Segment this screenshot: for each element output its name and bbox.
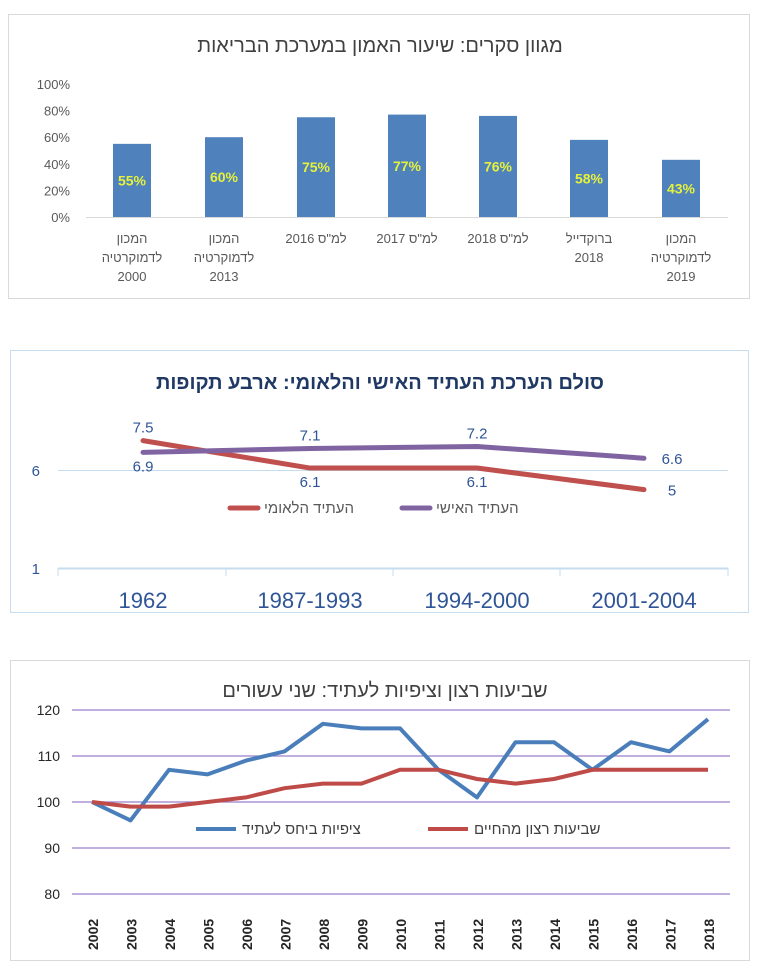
x-tick-label: 2015 xyxy=(586,919,602,950)
bar xyxy=(297,117,335,217)
x-tick-label: 2003 xyxy=(124,919,140,950)
y-tick-label: 110 xyxy=(38,748,61,764)
data-label: 76% xyxy=(484,158,513,174)
series-line xyxy=(91,767,708,809)
bar xyxy=(479,115,517,217)
data-label: 6.6 xyxy=(662,451,683,468)
data-label: 7.5 xyxy=(133,420,154,437)
series-line xyxy=(140,443,647,461)
x-tick-label: 2017 xyxy=(663,919,679,950)
legend-label: שביעות רצון מהחיים xyxy=(474,821,601,838)
y-tick-label: 100% xyxy=(37,77,71,92)
y-tick-label: 1 xyxy=(32,561,40,578)
x-tick-label: למ"ס 2017 xyxy=(376,231,437,246)
x-tick-label: לדמוקרטיה xyxy=(102,250,163,265)
bar xyxy=(662,159,700,217)
data-label: 75% xyxy=(302,159,331,175)
data-label: 58% xyxy=(575,170,604,186)
x-tick-label: לדמוקרטיה xyxy=(651,250,712,265)
legend-label: העתיד הלאומי xyxy=(264,500,354,517)
data-label: 6.9 xyxy=(133,458,154,475)
x-tick-label: 2014 xyxy=(547,919,563,950)
x-tick-label: 1987-1993 xyxy=(257,588,362,613)
data-label: 55% xyxy=(118,172,147,188)
x-tick-label: 2006 xyxy=(239,919,255,950)
y-tick-label: 80% xyxy=(44,104,70,119)
x-tick-label: 2009 xyxy=(355,919,371,950)
x-tick-label: המכון xyxy=(209,231,240,246)
x-tick-label: 2018 xyxy=(575,250,604,265)
x-tick-label: 2019 xyxy=(667,269,696,284)
bar xyxy=(113,143,151,217)
x-tick-label: 2012 xyxy=(470,919,486,950)
chart-frame xyxy=(10,660,750,961)
series-line xyxy=(91,717,710,823)
data-label: 7.2 xyxy=(467,425,488,442)
y-tick-label: 0% xyxy=(51,210,70,225)
data-label: 77% xyxy=(393,158,422,174)
y-tick-label: 120 xyxy=(37,702,61,718)
y-tick-label: 40% xyxy=(44,157,70,172)
x-tick-label: ברוקדייל xyxy=(566,231,613,246)
x-tick-label: 2011 xyxy=(432,919,448,950)
legend-label: העתיד האישי xyxy=(436,500,519,517)
chart-title: סולם הערכת העתיד האישי והלאומי: ארבע תקו… xyxy=(156,372,604,394)
y-tick-label: 90 xyxy=(44,840,60,856)
y-tick-label: 60% xyxy=(44,130,70,145)
x-tick-label: 2001-2004 xyxy=(591,588,696,613)
data-label: 7.1 xyxy=(300,427,321,444)
x-tick-label: 2002 xyxy=(85,919,101,950)
y-tick-label: 6 xyxy=(32,463,40,480)
y-tick-label: 100 xyxy=(37,794,61,810)
x-tick-label: 2016 xyxy=(624,919,640,950)
series-line xyxy=(140,438,647,493)
legend-label: ציפיות ביחס לעתיד xyxy=(242,821,361,838)
data-label: 43% xyxy=(667,180,696,196)
data-label: 6.1 xyxy=(300,474,321,491)
x-tick-label: למ"ס 2018 xyxy=(467,231,528,246)
x-tick-label: 2007 xyxy=(278,919,294,950)
x-tick-label: 2000 xyxy=(118,269,147,284)
x-tick-label: 2010 xyxy=(393,919,409,950)
chart-title: שביעות רצון וציפיות לעתיד: שני עשורים xyxy=(222,680,547,702)
bar xyxy=(205,137,243,217)
x-tick-label: 2004 xyxy=(162,919,178,950)
x-tick-label: 2008 xyxy=(316,919,332,950)
x-tick-label: 2005 xyxy=(201,919,217,950)
trust-bar-chart: מגוון סקרים: שיעור האמון במערכת הבריאות … xyxy=(8,14,750,299)
data-label: 5 xyxy=(668,483,676,500)
future-scale-line-chart: סולם הערכת העתיד האישי והלאומי: ארבע תקו… xyxy=(10,350,749,613)
bar xyxy=(388,114,426,217)
x-tick-label: המכון xyxy=(117,231,148,246)
x-tick-label: 2018 xyxy=(701,919,717,950)
x-tick-label: למ"ס 2016 xyxy=(285,231,346,246)
x-tick-label: לדמוקרטיה xyxy=(194,250,255,265)
x-tick-label: 2013 xyxy=(509,919,525,950)
x-tick-label: 1962 xyxy=(119,588,168,613)
y-tick-label: 20% xyxy=(44,183,70,198)
x-tick-label: 1994-2000 xyxy=(424,588,529,613)
x-tick-label: 2013 xyxy=(210,269,239,284)
data-label: 60% xyxy=(210,169,239,185)
x-tick-label: המכון xyxy=(666,231,697,246)
y-tick-label: 80 xyxy=(44,886,60,902)
chart-title: מגוון סקרים: שיעור האמון במערכת הבריאות xyxy=(197,35,562,57)
bar xyxy=(570,139,608,217)
data-label: 6.1 xyxy=(467,474,488,491)
